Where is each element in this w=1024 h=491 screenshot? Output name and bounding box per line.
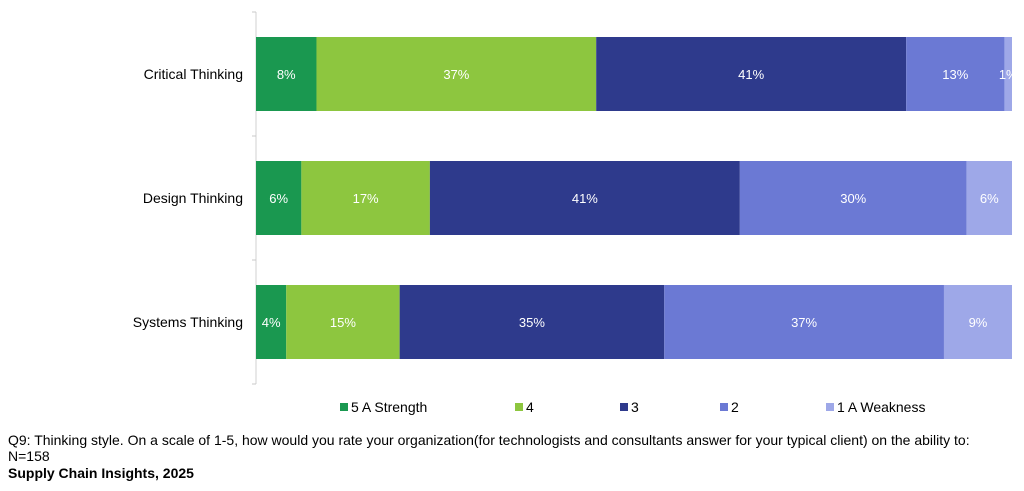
- bar-segment-critical-thinking-3: [596, 37, 907, 111]
- bar-segment-systems-thinking-3: [399, 285, 665, 359]
- question-footnote: Q9: Thinking style. On a scale of 1-5, h…: [8, 432, 970, 448]
- bar-segment-critical-thinking-2: [906, 37, 1005, 111]
- data-label-design-thinking-4: 17%: [353, 191, 379, 206]
- data-label-systems-thinking-4: 15%: [330, 315, 356, 330]
- sample-size-note: N=158: [8, 448, 50, 464]
- category-axis: Critical Thinking Design Thinking Systems …: [133, 11, 257, 385]
- data-label-critical-thinking-3: 41%: [738, 67, 764, 82]
- legend-swatch-2: [720, 403, 728, 411]
- bars: 8% 37% 41% 13% 1% 6% 17% 41% 30% 6% 4% 15% 35% 37% 9%: [256, 37, 1018, 359]
- legend-swatch-3: [620, 403, 628, 411]
- bar-segment-systems-thinking-1-a-weakness: [943, 285, 1012, 359]
- legend-swatch-5-a-strength: [340, 403, 348, 411]
- data-label-critical-thinking-5-a-strength: 8%: [277, 67, 296, 82]
- data-label-systems-thinking-1-a-weakness: 9%: [969, 315, 988, 330]
- data-label-critical-thinking-1-a-weakness: 1%: [999, 67, 1018, 82]
- data-label-design-thinking-1-a-weakness: 6%: [980, 191, 999, 206]
- legend-label-5-a-strength: 5 A Strength: [351, 399, 427, 415]
- legend-label-4: 4: [526, 399, 534, 415]
- bar-segment-critical-thinking-4: [316, 37, 597, 111]
- legend: 5 A Strength 4 3 2 1 A Weakness: [340, 399, 925, 415]
- data-label-systems-thinking-5-a-strength: 4%: [262, 315, 281, 330]
- data-label-design-thinking-5-a-strength: 6%: [269, 191, 288, 206]
- data-label-critical-thinking-4: 37%: [443, 67, 469, 82]
- bar-segment-design-thinking-1-a-weakness: [966, 161, 1012, 235]
- data-label-design-thinking-3: 41%: [572, 191, 598, 206]
- legend-swatch-1-a-weakness: [826, 403, 834, 411]
- bar-segment-critical-thinking-1-a-weakness: [1004, 37, 1012, 111]
- category-label-systems-thinking: Systems Thinking: [133, 314, 243, 330]
- bar-segment-design-thinking-4: [301, 161, 430, 235]
- category-label-critical-thinking: Critical Thinking: [144, 66, 243, 82]
- bar-segment-design-thinking-3: [429, 161, 740, 235]
- source-note: Supply Chain Insights, 2025: [8, 465, 194, 481]
- stacked-bar-chart: Critical Thinking Design Thinking Systems …: [132, 11, 1018, 415]
- data-label-design-thinking-2: 30%: [840, 191, 866, 206]
- category-label-design-thinking: Design Thinking: [143, 190, 243, 206]
- legend-swatch-4: [515, 403, 523, 411]
- bar-segment-systems-thinking-5-a-strength: [256, 285, 287, 359]
- legend-label-3: 3: [631, 399, 639, 415]
- bar-segment-critical-thinking-5-a-strength: [256, 37, 317, 111]
- legend-label-1-a-weakness: 1 A Weakness: [837, 399, 925, 415]
- data-label-systems-thinking-3: 35%: [519, 315, 545, 330]
- data-label-critical-thinking-2: 13%: [942, 67, 968, 82]
- legend-label-2: 2: [731, 399, 739, 415]
- bar-segment-systems-thinking-4: [286, 285, 400, 359]
- data-label-systems-thinking-2: 37%: [791, 315, 817, 330]
- bar-segment-design-thinking-5-a-strength: [256, 161, 302, 235]
- bar-segment-design-thinking-2: [739, 161, 967, 235]
- bar-segment-systems-thinking-2: [664, 285, 944, 359]
